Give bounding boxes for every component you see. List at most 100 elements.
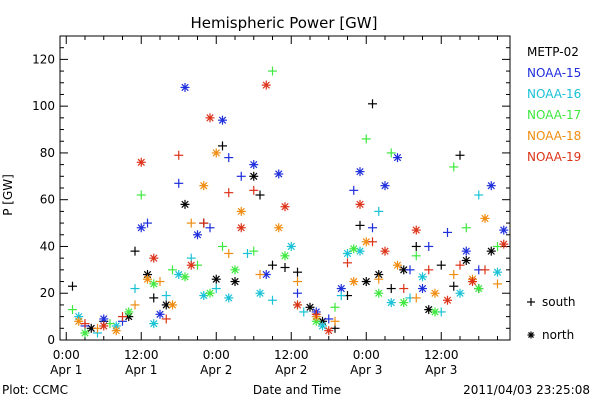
data-point (149, 319, 159, 329)
data-point (74, 316, 84, 326)
data-point (168, 265, 177, 275)
x-tick-date-label: Apr 2 (200, 363, 232, 377)
data-point (293, 267, 302, 277)
chart-title: Hemispheric Power [GW] (191, 14, 378, 32)
series-noaa-17 (68, 66, 502, 338)
data-point (449, 162, 459, 172)
data-point (443, 227, 452, 237)
data-point (499, 239, 509, 249)
y-tick-label: 60 (40, 193, 55, 207)
data-point (399, 265, 409, 275)
y-tick-label: 0 (47, 333, 55, 347)
data-point (411, 293, 421, 303)
data-point (418, 272, 427, 282)
data-point (411, 241, 421, 251)
data-point (205, 288, 215, 298)
data-point (480, 213, 490, 223)
data-point (493, 279, 502, 289)
data-point (349, 244, 359, 254)
data-point (280, 202, 290, 212)
data-point (80, 319, 90, 329)
data-point (218, 115, 227, 125)
data-point (143, 218, 152, 228)
data-point (111, 326, 121, 336)
data-point (230, 265, 240, 275)
data-point (130, 284, 140, 294)
legend-entry: METP-02 (527, 45, 579, 59)
data-point (343, 258, 352, 268)
data-point (99, 321, 109, 331)
x-tick-date-label: Apr 2 (275, 363, 307, 377)
data-point (93, 323, 102, 333)
legend-entry: NOAA-15 (527, 66, 581, 80)
y-tick-label: 120 (32, 52, 55, 66)
data-point (174, 178, 184, 188)
data-point (180, 272, 190, 282)
data-point (393, 260, 402, 270)
data-point (499, 225, 509, 235)
data-point (249, 246, 259, 256)
data-point (374, 288, 384, 298)
data-point (455, 260, 465, 270)
y-axis-label: P [GW] (1, 174, 15, 216)
data-point (299, 307, 309, 317)
data-point (130, 246, 140, 256)
data-point (393, 153, 402, 163)
data-point (136, 190, 146, 200)
data-point (330, 316, 340, 326)
data-point (461, 255, 471, 265)
data-point (143, 274, 152, 284)
marker-legend-label: north (542, 328, 574, 342)
data-point (224, 248, 234, 258)
x-tick-date-label: Apr 1 (125, 363, 157, 377)
data-point (436, 260, 446, 270)
series-noaa-15 (80, 82, 509, 331)
data-point (218, 241, 227, 251)
data-point (180, 82, 190, 92)
x-tick-time-label: 12:00 (124, 348, 159, 362)
data-point (486, 246, 496, 256)
data-point (186, 218, 196, 228)
data-point (224, 188, 234, 198)
y-tick-label: 40 (40, 239, 55, 253)
data-point (236, 223, 246, 233)
data-point (361, 277, 371, 287)
data-point (455, 288, 465, 298)
data-point (480, 265, 490, 275)
data-point (280, 263, 290, 273)
data-point (268, 66, 277, 76)
data-point (311, 309, 321, 319)
data-point (68, 281, 77, 291)
marker-legend-label: south (542, 295, 576, 309)
data-point (461, 246, 471, 256)
data-point (199, 181, 209, 191)
data-point (155, 309, 165, 319)
data-point (380, 181, 390, 191)
data-point (374, 270, 384, 280)
data-point (193, 230, 202, 240)
data-point (174, 150, 184, 160)
data-point (199, 218, 209, 228)
data-point (211, 148, 221, 158)
data-point (255, 190, 265, 200)
data-point (455, 150, 465, 160)
data-point (161, 314, 171, 324)
y-tick-label: 100 (32, 99, 55, 113)
x-tick-time-label: 0:00 (53, 348, 80, 362)
data-point (180, 199, 190, 209)
series-metp-02 (68, 99, 496, 333)
data-point (268, 260, 277, 270)
data-point (399, 284, 409, 294)
marker-legend-entry: north (527, 328, 574, 342)
legend-entry: NOAA-17 (527, 108, 581, 122)
data-point (474, 190, 484, 200)
data-point (486, 181, 496, 191)
data-point (80, 328, 90, 338)
data-point (230, 277, 240, 287)
data-point (186, 260, 196, 270)
data-point (318, 321, 327, 331)
data-point (324, 314, 334, 324)
data-point (205, 223, 215, 233)
data-point (236, 171, 246, 181)
